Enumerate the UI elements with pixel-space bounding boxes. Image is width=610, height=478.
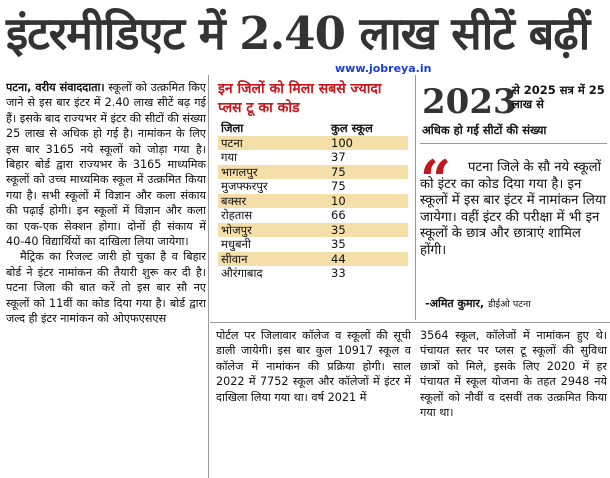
table-row: सीवान 44: [218, 251, 408, 266]
count-cell: 33: [331, 266, 346, 280]
section-divider: [210, 322, 610, 323]
quote-text: पटना जिले के सौ नये स्कूलों को इंटर का क…: [420, 160, 606, 258]
district-cell: भागलपुर: [221, 164, 258, 179]
quote-icon: “: [420, 148, 452, 212]
count-cell: 44: [331, 251, 346, 266]
header-district: जिला: [221, 121, 244, 135]
count-cell: 100: [331, 135, 353, 150]
headline: इंटरमीडिएट में 2.40 लाख सीटें बढ़ीं: [6, 7, 590, 60]
year-highlight: 2023: [422, 82, 517, 122]
table-row: पटना 100: [218, 135, 408, 150]
count-cell: 35: [331, 222, 346, 237]
table-row: मुजफ्फरपुर 75: [218, 179, 408, 194]
district-cell: भोजपुर: [221, 222, 252, 237]
article-paragraph-4: 3564 स्कूल, कॉलेजों में नामांकन हुए थे। …: [420, 329, 607, 420]
official-quote: पटना जिले के सौ नये स्कूलों को इंटर का क…: [420, 160, 607, 260]
count-cell: 66: [331, 208, 346, 222]
district-cell: गया: [221, 150, 238, 164]
quote-attribution: -अमित कुमार, डीईओ पटना: [425, 296, 531, 311]
count-cell: 75: [331, 164, 346, 179]
reporter-byline: पटना, वरीय संवाददाता।: [6, 81, 105, 94]
district-cell: पटना: [221, 135, 243, 150]
table-row: भागलपुर 75: [218, 164, 408, 179]
district-cell: रोहतास: [221, 208, 253, 222]
year-caption-line-2: अधिक हो गई सीटों की संख्या: [422, 123, 547, 137]
district-cell: बक्सर: [221, 193, 247, 208]
district-table-box: इन जिलों को मिला सबसे ज्यादा प्लस टू का …: [218, 80, 408, 320]
district-table: जिला कुल स्कूल पटना 100 गया 37 भागलपुर 75 म…: [218, 121, 408, 281]
column-divider: [415, 75, 416, 320]
table-row: बक्सर 10: [218, 193, 408, 208]
district-cell: मधुबनी: [221, 237, 251, 251]
count-cell: 35: [331, 237, 346, 251]
article-paragraph-3: पोर्टल पर जिलावार कॉलेज व स्कूलों की सूच…: [216, 329, 411, 404]
count-cell: 37: [331, 150, 346, 164]
paragraph-1-text: स्कूलों को उत्क्रमित किए जाने से इस बार …: [6, 81, 206, 249]
district-cell: सीवान: [221, 251, 248, 266]
quote-author: -अमित कुमार,: [425, 297, 485, 310]
year-caption-line-1: से 2025 सत्र में 25 लाख से: [512, 83, 605, 111]
header-count: कुल स्कूल: [331, 121, 373, 135]
table-row: भोजपुर 35: [218, 222, 408, 237]
table-header-row: जिला कुल स्कूल: [218, 121, 408, 136]
article-paragraph-1: पटना, वरीय संवाददाता। स्कूलों को उत्क्रम…: [6, 80, 206, 249]
section-divider: [420, 143, 607, 144]
article-column-middle: पोर्टल पर जिलावार कॉलेज व स्कूलों की सूच…: [216, 328, 411, 478]
site-watermark: www.jobreya.in: [335, 62, 432, 75]
district-cell: मुजफ्फरपुर: [221, 179, 268, 193]
count-cell: 75: [331, 179, 346, 193]
count-cell: 10: [331, 193, 346, 208]
table-row: मधुबनी 35: [218, 237, 408, 252]
table-row: औरंगाबाद 33: [218, 266, 408, 281]
table-row: रोहतास 66: [218, 208, 408, 223]
article-paragraph-2: मैट्रिक का रिजल्ट जारी हो चुका है व बिहा…: [6, 250, 206, 326]
article-column-right: 3564 स्कूल, कॉलेजों में नामांकन हुए थे। …: [420, 328, 607, 478]
table-row: गया 37: [218, 150, 408, 165]
column-divider: [208, 75, 209, 478]
quote-author-title: डीईओ पटना: [487, 299, 531, 310]
article-column-left: पटना, वरीय संवाददाता। स्कूलों को उत्क्रम…: [6, 80, 206, 475]
table-title: इन जिलों को मिला सबसे ज्यादा प्लस टू का …: [218, 81, 382, 116]
district-cell: औरंगाबाद: [221, 266, 263, 280]
